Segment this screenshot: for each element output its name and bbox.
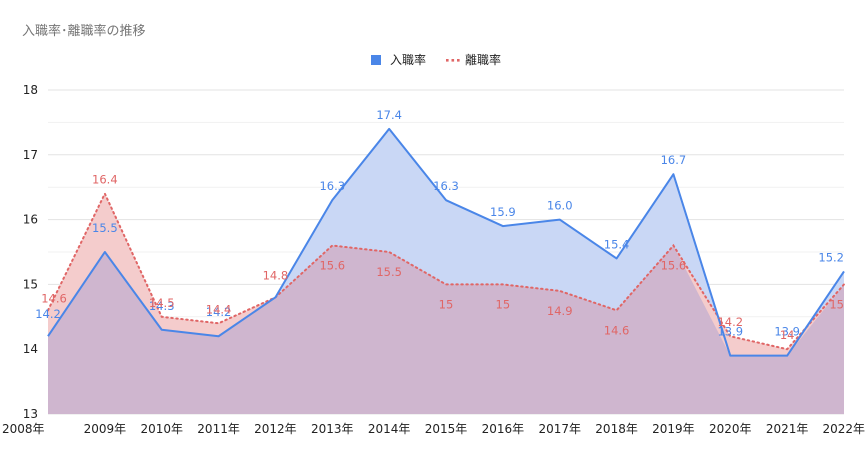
data-label-series-1: 17.4: [376, 108, 402, 122]
x-tick-label: 2021年: [766, 422, 809, 436]
x-tick-label: 2019年: [652, 422, 695, 436]
legend-label-series-2: 離職率: [465, 52, 501, 67]
data-label-series-1: 16.3: [319, 179, 345, 193]
x-tick-label: 2009年: [84, 422, 127, 436]
x-tick-label: 2016年: [482, 422, 525, 436]
data-label-series-2: 15: [496, 297, 511, 311]
data-label-series-2: 14.2: [717, 315, 743, 329]
data-label-series-2: 16.4: [92, 173, 118, 187]
data-label-series-2: 14.9: [547, 304, 573, 318]
area-overlap: [48, 245, 844, 414]
y-tick-label: 17: [23, 148, 38, 162]
data-label-series-2: 15.6: [319, 259, 345, 273]
x-tick-label: 2011年: [197, 422, 240, 436]
legend-swatch-series-2: [451, 59, 455, 62]
x-tick-label: 2014年: [368, 422, 411, 436]
data-label-series-1: 16.7: [661, 153, 687, 167]
y-tick-label: 15: [23, 277, 38, 291]
y-tick-label: 16: [23, 213, 38, 227]
data-label-series-2: 14: [780, 328, 795, 342]
data-label-series-1: 13.9: [717, 325, 743, 339]
x-tick-label: 2008年: [2, 422, 45, 436]
x-tick-label: 2017年: [538, 422, 581, 436]
data-label-series-2: 15.5: [376, 265, 402, 279]
data-label-series-1: 14.2: [206, 305, 232, 319]
x-tick-label: 2013年: [311, 422, 354, 436]
data-label-series-1: 14.3: [149, 299, 175, 313]
x-tick-label: 2012年: [254, 422, 297, 436]
data-label-series-1: 15.2: [818, 250, 844, 264]
line-series-2: [47, 191, 845, 351]
data-label-series-2: 15: [439, 297, 454, 311]
x-tick-label: 2022年: [822, 422, 865, 436]
data-label-series-2: 14.6: [41, 291, 67, 305]
data-label-series-2: 14.8: [263, 268, 289, 282]
chart-title: 入職率･離職率の推移: [22, 24, 146, 39]
data-label-series-1: 15.9: [490, 205, 516, 219]
legend-swatch-series-1: [371, 55, 381, 65]
data-label-series-1: 16.3: [433, 179, 459, 193]
data-label-series-2: 14.5: [149, 296, 175, 310]
line-series-1: [47, 127, 845, 357]
data-label-series-2: 14.6: [604, 323, 630, 337]
data-label-series-1: 15.4: [604, 237, 630, 251]
data-label-series-1: 14.2: [35, 307, 61, 321]
y-tick-label: 13: [23, 407, 38, 421]
x-tick-label: 2018年: [595, 422, 638, 436]
data-label-series-2: 14.4: [206, 302, 232, 316]
legend-swatch-series-2: [446, 59, 449, 62]
legend-swatch-series-2: [457, 59, 460, 62]
y-tick-label: 18: [23, 83, 38, 97]
data-label-series-1: 16.0: [547, 199, 573, 213]
x-tick-label: 2015年: [425, 422, 468, 436]
data-label-series-2: 15.6: [661, 259, 687, 273]
x-tick-label: 2010年: [140, 422, 183, 436]
legend-label-series-1: 入職率: [390, 52, 426, 67]
data-label-series-1: 15.5: [92, 221, 118, 235]
data-label-series-1: 13.9: [774, 325, 800, 339]
data-label-series-2: 15: [829, 297, 844, 311]
y-tick-label: 14: [23, 342, 38, 356]
x-tick-label: 2020年: [709, 422, 752, 436]
